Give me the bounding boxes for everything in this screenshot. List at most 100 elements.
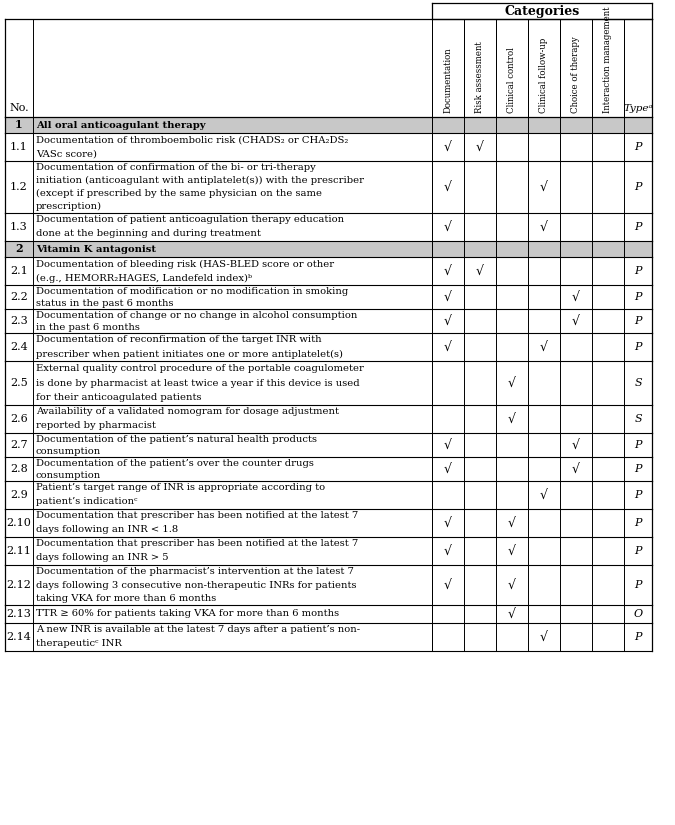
Text: √: √	[444, 140, 452, 153]
Bar	[432, 3, 652, 19]
Bar	[5, 117, 652, 133]
Text: √: √	[540, 341, 548, 353]
Text: External quality control procedure of the portable coagulometer: External quality control procedure of th…	[36, 364, 364, 373]
Text: VASc score): VASc score)	[36, 149, 97, 158]
Text: Availability of a validated nomogram for dosage adjustment: Availability of a validated nomogram for…	[36, 408, 339, 417]
Text: √: √	[476, 140, 484, 153]
Text: √: √	[444, 341, 452, 353]
Text: P: P	[634, 518, 642, 528]
Text: P: P	[634, 490, 642, 500]
Text: 2.2: 2.2	[10, 292, 28, 302]
Text: consumption: consumption	[36, 446, 101, 455]
Text: Vitamin K antagonist: Vitamin K antagonist	[36, 244, 156, 253]
Text: patient’s indicationᶜ: patient’s indicationᶜ	[36, 497, 138, 507]
Text: Documentation that prescriber has been notified at the latest 7: Documentation that prescriber has been n…	[36, 512, 358, 521]
Text: 2.12: 2.12	[7, 580, 32, 590]
Text: √: √	[444, 578, 452, 592]
Bar	[5, 241, 652, 257]
Text: Documentation that prescriber has been notified at the latest 7: Documentation that prescriber has been n…	[36, 540, 358, 549]
Text: 2.10: 2.10	[7, 518, 32, 528]
Text: √: √	[444, 181, 452, 194]
Text: 1: 1	[15, 120, 23, 130]
Text: √: √	[444, 314, 452, 328]
Text: days following an INR < 1.8: days following an INR < 1.8	[36, 526, 178, 535]
Text: 2: 2	[15, 243, 23, 254]
Text: taking VKA for more than 6 months: taking VKA for more than 6 months	[36, 594, 216, 603]
Text: Documentation of the pharmacist’s intervention at the latest 7: Documentation of the pharmacist’s interv…	[36, 567, 354, 576]
Text: days following 3 consecutive non-therapeutic INRs for patients: days following 3 consecutive non-therape…	[36, 581, 356, 590]
Text: Documentation: Documentation	[443, 47, 452, 113]
Text: Clinical control: Clinical control	[508, 47, 516, 113]
Text: P: P	[634, 292, 642, 302]
Text: √: √	[444, 220, 452, 233]
Text: No.: No.	[9, 103, 29, 113]
Text: √: √	[508, 578, 516, 592]
Text: P: P	[634, 316, 642, 326]
Text: Documentation of the patient’s over the counter drugs: Documentation of the patient’s over the …	[36, 459, 314, 468]
Text: 2.9: 2.9	[10, 490, 28, 500]
Text: √: √	[444, 463, 452, 475]
Text: √: √	[508, 412, 516, 426]
Text: A new INR is available at the latest 7 days after a patient’s non-: A new INR is available at the latest 7 d…	[36, 625, 360, 634]
Text: status in the past 6 months: status in the past 6 months	[36, 299, 173, 308]
Text: (e.g., HEMORR₂HAGES, Landefeld index)ᵇ: (e.g., HEMORR₂HAGES, Landefeld index)ᵇ	[36, 273, 252, 282]
Text: reported by pharmacist: reported by pharmacist	[36, 422, 156, 431]
Text: 1.3: 1.3	[10, 222, 28, 232]
Text: P: P	[634, 182, 642, 192]
Text: P: P	[634, 632, 642, 642]
Text: Typeᵃ: Typeᵃ	[623, 104, 653, 113]
Text: Categories: Categories	[504, 4, 580, 17]
Text: P: P	[634, 266, 642, 276]
Text: Patient’s target range of INR is appropriate according to: Patient’s target range of INR is appropr…	[36, 483, 325, 493]
Text: Clinical follow-up: Clinical follow-up	[539, 38, 549, 113]
Text: prescriber when patient initiates one or more antiplatelet(s): prescriber when patient initiates one or…	[36, 350, 343, 359]
Text: √: √	[572, 463, 580, 475]
Text: 2.6: 2.6	[10, 414, 28, 424]
Text: Documentation of the patient’s natural health products: Documentation of the patient’s natural h…	[36, 435, 317, 444]
Text: (except if prescribed by the same physician on the same: (except if prescribed by the same physic…	[36, 189, 322, 198]
Text: 2.11: 2.11	[7, 546, 32, 556]
Text: √: √	[572, 314, 580, 328]
Text: P: P	[634, 342, 642, 352]
Text: √: √	[508, 544, 516, 558]
Text: √: √	[540, 630, 548, 644]
Text: Documentation of change or no change in alcohol consumption: Documentation of change or no change in …	[36, 310, 357, 319]
Text: √: √	[508, 376, 516, 389]
Text: 1.1: 1.1	[10, 142, 28, 152]
Text: √: √	[508, 516, 516, 530]
Text: Documentation of modification or no modification in smoking: Documentation of modification or no modi…	[36, 286, 348, 295]
Text: P: P	[634, 142, 642, 152]
Text: 2.4: 2.4	[10, 342, 28, 352]
Text: 2.1: 2.1	[10, 266, 28, 276]
Text: √: √	[444, 290, 452, 304]
Text: √: √	[444, 265, 452, 277]
Text: in the past 6 months: in the past 6 months	[36, 323, 140, 332]
Text: All oral anticoagulant therapy: All oral anticoagulant therapy	[36, 120, 205, 130]
Text: √: √	[508, 607, 516, 620]
Text: is done by pharmacist at least twice a year if this device is used: is done by pharmacist at least twice a y…	[36, 379, 360, 388]
Text: P: P	[634, 464, 642, 474]
Text: 2.13: 2.13	[7, 609, 32, 619]
Text: √: √	[572, 439, 580, 451]
Text: P: P	[634, 222, 642, 232]
Text: 2.7: 2.7	[10, 440, 28, 450]
Text: prescription): prescription)	[36, 202, 102, 211]
Text: √: √	[476, 265, 484, 277]
Text: Documentation of reconfirmation of the target INR with: Documentation of reconfirmation of the t…	[36, 336, 321, 345]
Text: √: √	[540, 488, 548, 502]
Text: √: √	[540, 220, 548, 233]
Text: Risk assessment: Risk assessment	[475, 41, 485, 113]
Text: √: √	[444, 516, 452, 530]
Text: 2.3: 2.3	[10, 316, 28, 326]
Text: for their anticoagulated patients: for their anticoagulated patients	[36, 394, 202, 402]
Text: days following an INR > 5: days following an INR > 5	[36, 554, 169, 563]
Text: therapeuticᶜ INR: therapeuticᶜ INR	[36, 639, 122, 648]
Text: Documentation of bleeding risk (HAS-BLED score or other: Documentation of bleeding risk (HAS-BLED…	[36, 259, 334, 269]
Text: √: √	[572, 290, 580, 304]
Text: consumption: consumption	[36, 470, 101, 479]
Text: P: P	[634, 440, 642, 450]
Text: TTR ≥ 60% for patients taking VKA for more than 6 months: TTR ≥ 60% for patients taking VKA for mo…	[36, 610, 339, 619]
Text: S: S	[634, 378, 642, 388]
Text: √: √	[444, 544, 452, 558]
Text: P: P	[634, 546, 642, 556]
